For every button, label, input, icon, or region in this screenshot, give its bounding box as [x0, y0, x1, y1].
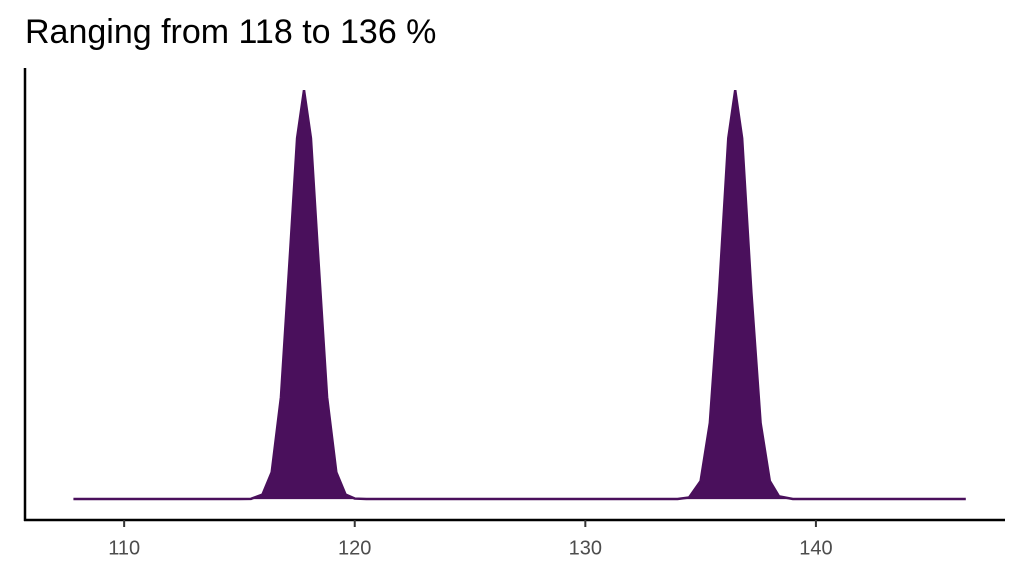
x-tick-label: 140: [799, 537, 832, 559]
density-line: [73, 89, 966, 501]
chart-title: Ranging from 118 to 136 %: [25, 13, 436, 51]
x-tick-label: 120: [338, 537, 371, 559]
x-tick-label: 130: [569, 537, 602, 559]
density-area: [73, 90, 966, 500]
x-tick-label: 110: [108, 537, 140, 559]
